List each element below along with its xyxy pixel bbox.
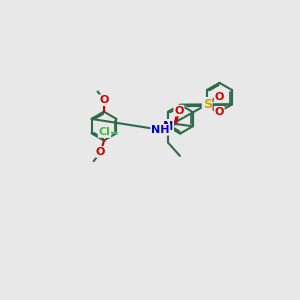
Text: S: S <box>203 98 212 111</box>
Text: O: O <box>96 147 105 157</box>
Text: N: N <box>163 120 173 133</box>
Text: O: O <box>174 106 184 116</box>
Text: O: O <box>214 92 224 102</box>
Text: Cl: Cl <box>98 127 110 137</box>
Text: O: O <box>99 95 109 105</box>
Text: O: O <box>214 107 224 117</box>
Text: NH: NH <box>151 125 169 135</box>
